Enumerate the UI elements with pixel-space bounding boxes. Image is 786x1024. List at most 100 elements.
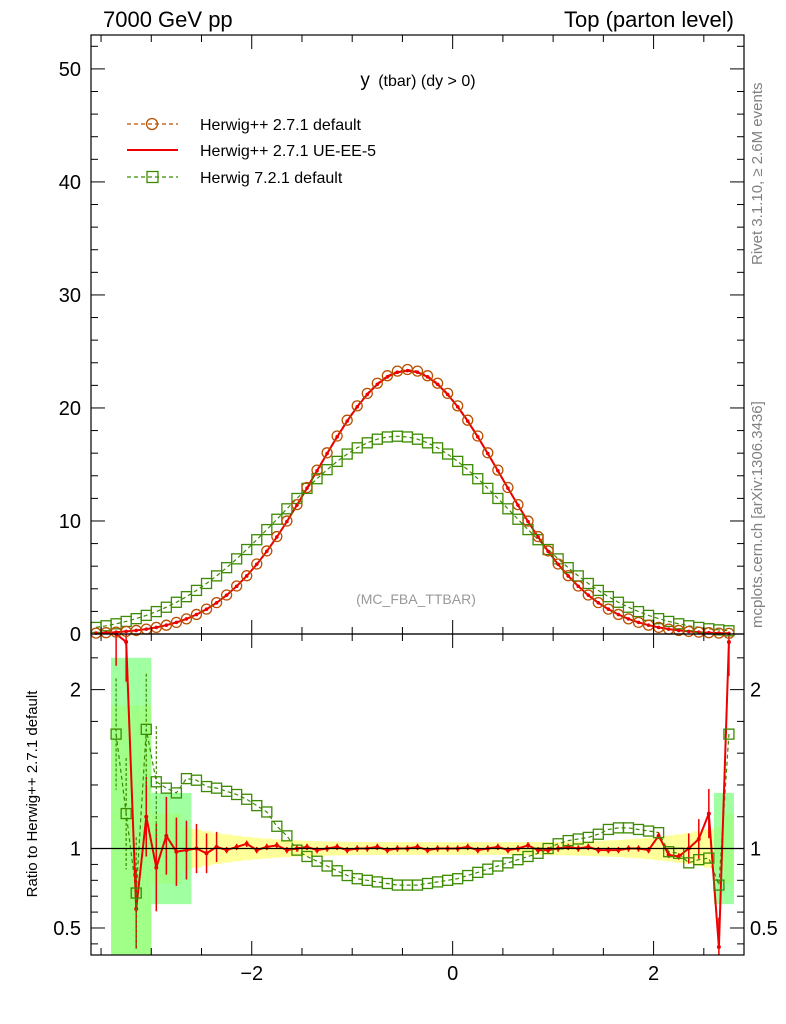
ratio-ue-ee5-point [154,865,159,870]
side-label-bottom: mcplots.cern.ch [arXiv:1306.3436] [749,401,766,628]
herwigpp-default-point [592,597,604,609]
plot-title-main: y [360,70,370,91]
herwigpp-default-point [512,498,524,511]
ue-ee5-point [506,486,510,490]
ue-ee5-point [606,607,611,612]
ue-ee5-point [134,628,139,633]
herwig7-point [492,492,504,505]
ue-ee5-point [114,630,118,634]
ratio-herwig7-point [291,844,303,856]
main-frame [90,34,745,635]
ratio-herwig7-point [502,857,514,869]
ratio-herwig7-point [110,728,122,740]
ue-ee5-point [405,368,410,373]
ue-ee5-point [325,451,329,456]
ratio-band-green [111,657,122,955]
ratio-herwig7-point [130,887,142,899]
ratio-ue-ee5-point [706,811,711,816]
header-right: Top (parton level) [564,7,734,32]
ratio-ue-ee5-point [164,833,169,838]
ratio-ue-ee5-point [696,836,701,841]
ue-ee5-point [576,584,581,589]
herwig7-point [311,473,323,485]
ratio-ue-ee5-point [676,854,681,859]
herwigpp-default-point [190,608,203,621]
ue-ee5-point [385,375,390,379]
herwigpp-default-point [371,377,383,389]
ratio-herwig7-point [652,826,665,839]
ue-ee5-point [154,625,159,630]
ratio-herwig7-point [331,865,343,877]
ue-ee5-point [335,435,339,439]
herwigpp-default-point [220,589,233,601]
herwigpp-default-point [472,430,484,442]
ue-ee5-point [285,519,289,524]
herwigpp-default-point [200,603,213,615]
ratio-herwig7-point [713,879,725,891]
herwigpp-default-point [612,608,625,621]
herwigpp-default-point [321,447,333,459]
herwig7-point [150,605,162,618]
ue-ee5-point [445,392,450,397]
herwigpp-default-point [632,616,645,629]
ue-ee5-point [425,375,430,379]
ue-ee5-point [214,600,219,605]
herwig7-point [532,534,544,546]
ue-ee5-point [124,629,128,634]
legend-entry: Herwig++ 2.7.1 UE-EE-5 [127,143,376,160]
main-ytick-label: 0 [70,624,81,646]
ue-ee5-point [666,627,671,631]
herwigpp-default-point [210,597,223,609]
ue-ee5-point [435,382,440,387]
herwigpp-default-point [552,558,564,570]
ue-ee5-point [164,623,169,628]
herwig7-point [241,543,253,556]
ue-ee5-point [305,486,309,490]
ue-ee5-point [696,630,701,634]
ue-ee5-point [546,549,550,554]
ue-ee5-point [244,574,249,578]
ratio-herwig7-point [220,785,233,797]
ue-ee5-point [596,600,601,605]
herwigpp-default-point [421,370,434,382]
ue-ee5-point [526,519,530,524]
herwigpp-default-point [542,545,554,557]
herwig7-point [200,577,213,590]
main-ytick-label: 10 [59,511,81,533]
herwig7-point [421,437,434,449]
herwigpp-default-point [261,545,273,557]
herwig7-point [331,455,343,468]
herwig7-point [210,570,223,582]
herwigpp-default-point [251,558,263,570]
herwig7-point [341,448,353,460]
herwigpp-default-point [622,613,635,625]
herwigpp-default-point [331,430,343,442]
legend-label: Herwig++ 2.7.1 default [200,117,362,134]
herwig7-point [592,584,604,597]
herwigpp-default-point [281,515,293,527]
herwigpp-default-point [361,387,373,400]
watermark: (MC_FBA_TTBAR) [356,591,476,607]
ue-ee5-point [636,620,641,625]
ratio-ue-ee5-point [274,843,279,848]
herwigpp-default-point [431,377,444,389]
ratio-ytick-label-left: 0.5 [53,918,81,940]
herwigpp-default-point [160,619,172,631]
ratio-herwig7-point [311,855,323,867]
main-ytick-label: 40 [59,172,81,194]
legend-marker-square [146,170,159,184]
ue-ee5-point [646,623,651,628]
herwigpp-default-point [341,414,353,426]
herwigpp-default-point [572,580,584,592]
main-series [90,363,735,640]
ratio-ytick-label-left: 1 [70,839,81,861]
ue-ee5-point [295,503,299,507]
ue-ee5-point [556,562,560,567]
herwig7-point [622,601,635,613]
ratio-ue-ee5-point [174,849,179,854]
x-tick-label: 0 [447,963,458,985]
ue-ee5-point [465,419,470,423]
legend-label: Herwig++ 2.7.1 UE-EE-5 [200,143,376,160]
ue-ee5-point [174,620,179,625]
